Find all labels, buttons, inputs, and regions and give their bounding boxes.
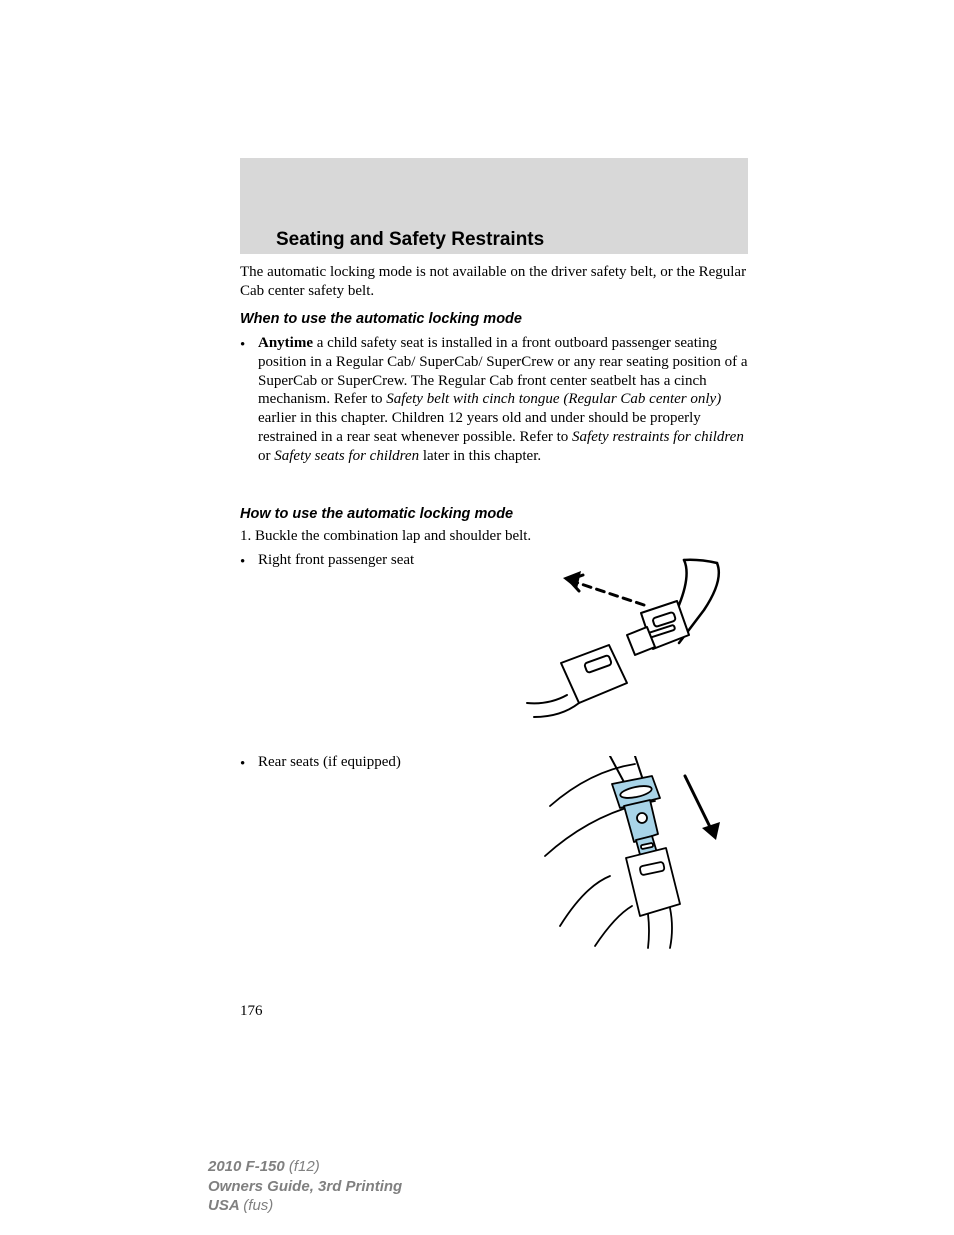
bullet-dot-icon: • xyxy=(240,336,245,355)
anytime-lead: Anytime xyxy=(258,335,313,351)
subheading-how: How to use the automatic locking mode xyxy=(240,506,513,522)
anytime-part3: or xyxy=(258,448,274,464)
bullet-rear-text: Rear seats (if equipped) xyxy=(258,754,520,771)
bullet-rear-seat: • Rear seats (if equipped) xyxy=(240,754,520,771)
footer-line-1: 2010 F-150 (f12) xyxy=(208,1157,402,1177)
bullet-anytime: • Anytime a child safety seat is install… xyxy=(240,334,750,465)
subheading-when: When to use the automatic locking mode xyxy=(240,311,522,327)
anytime-part4: later in this chapter. xyxy=(419,448,541,464)
bullet-front-text: Right front passenger seat xyxy=(258,552,520,569)
page-number: 176 xyxy=(240,1003,263,1020)
footer-code1: (f12) xyxy=(289,1158,320,1175)
footer-code2: (fus) xyxy=(243,1197,273,1214)
bullet-anytime-text: Anytime a child safety seat is installed… xyxy=(258,334,750,465)
intro-paragraph: The automatic locking mode is not availa… xyxy=(240,263,750,301)
bullet-front-seat: • Right front passenger seat xyxy=(240,552,520,569)
footer-line-2: Owners Guide, 3rd Printing xyxy=(208,1177,402,1197)
anytime-ref2: Safety restraints for children xyxy=(572,429,744,445)
footer-line-3: USA (fus) xyxy=(208,1196,402,1216)
bullet-dot-icon: • xyxy=(240,554,245,571)
footer: 2010 F-150 (f12) Owners Guide, 3rd Print… xyxy=(208,1157,402,1216)
seatbelt-front-illustration-icon xyxy=(519,555,749,730)
anytime-ref3: Safety seats for children xyxy=(274,448,419,464)
anytime-ref1: Safety belt with cinch tongue (Regular C… xyxy=(386,391,721,407)
seatbelt-rear-illustration-icon xyxy=(540,756,735,951)
footer-region: USA xyxy=(208,1197,243,1214)
footer-model: 2010 F-150 xyxy=(208,1158,289,1175)
bullet-dot-icon: • xyxy=(240,756,245,773)
section-title: Seating and Safety Restraints xyxy=(276,229,544,251)
step-1: 1. Buckle the combination lap and should… xyxy=(240,528,750,545)
